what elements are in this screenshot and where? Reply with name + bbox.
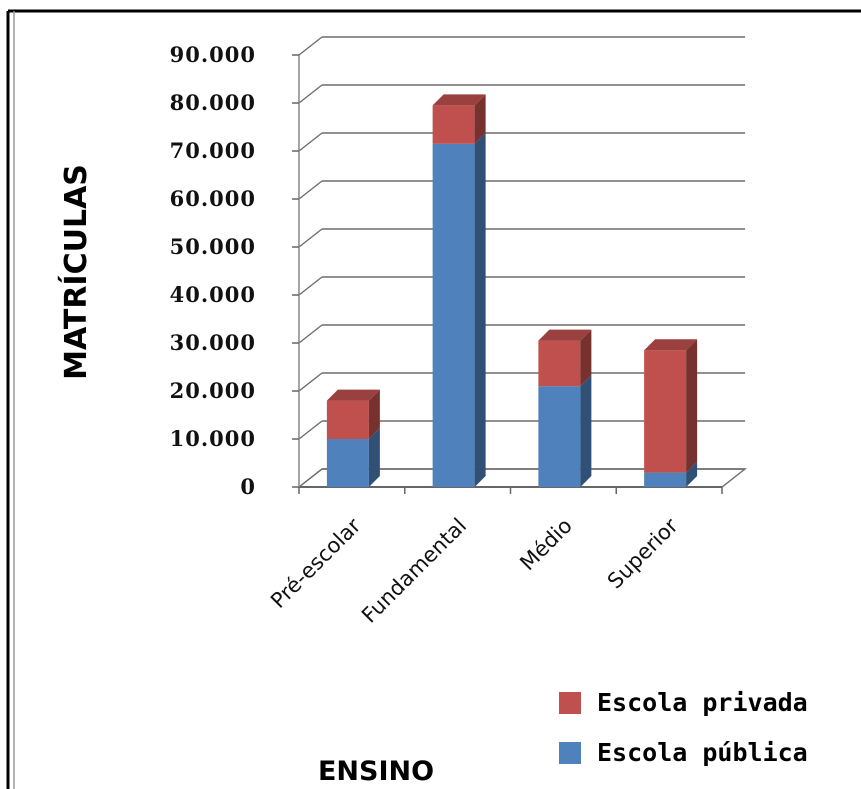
x-axis-title: ENSINO bbox=[318, 756, 434, 787]
gridline-diagonal bbox=[298, 276, 323, 296]
gridline-diagonal bbox=[298, 84, 323, 104]
y-axis-title: MATRÍCULAS bbox=[58, 164, 94, 380]
gridline-diagonal bbox=[298, 228, 323, 248]
gridline-diagonal bbox=[298, 180, 323, 200]
bar-front bbox=[644, 472, 687, 487]
bar-side bbox=[580, 375, 592, 487]
gridline-diagonal bbox=[298, 324, 323, 344]
gridline-diagonal bbox=[298, 36, 323, 56]
bar-side bbox=[474, 94, 486, 144]
y-tick-label: 50.000 bbox=[170, 234, 256, 259]
legend-swatch bbox=[559, 742, 581, 764]
y-tick-label: 70.000 bbox=[170, 138, 256, 163]
bar-front bbox=[326, 439, 369, 487]
bar-side bbox=[474, 132, 486, 488]
bar-side bbox=[686, 461, 698, 487]
y-tick-label: 40.000 bbox=[170, 282, 256, 307]
bar-side bbox=[368, 389, 380, 439]
legend-swatch bbox=[559, 692, 581, 714]
bar-side bbox=[368, 428, 380, 487]
bar-segment bbox=[432, 94, 486, 144]
legend-label: Escola pública bbox=[597, 738, 808, 767]
bar-segment bbox=[538, 329, 592, 387]
bar-segment bbox=[432, 132, 486, 488]
y-tick-labels: 0 10.000 20.000 30.000 40.000 50.000 60.000 70.… bbox=[170, 42, 256, 499]
y-tick-label: 20.000 bbox=[170, 378, 256, 403]
gridline-diagonal bbox=[298, 372, 323, 392]
bar-segment bbox=[538, 375, 592, 487]
y-tick-label: 80.000 bbox=[170, 90, 256, 115]
bars bbox=[326, 94, 698, 488]
bar-front bbox=[644, 350, 687, 473]
y-tick-label: 60.000 bbox=[170, 186, 256, 211]
bar-segment bbox=[644, 461, 698, 487]
x-category-label: Fundamental bbox=[357, 514, 471, 628]
bar-segment bbox=[326, 428, 380, 487]
gridline-diagonal bbox=[298, 132, 323, 152]
x-category-label: Superior bbox=[603, 513, 683, 593]
y-tick-label: 30.000 bbox=[170, 330, 256, 355]
bar-side bbox=[580, 329, 592, 387]
x-category-label: Pré-escolar bbox=[266, 513, 366, 613]
bar-segment bbox=[644, 339, 698, 473]
bar-top bbox=[432, 94, 486, 106]
legend-label: Escola privada bbox=[597, 688, 808, 717]
y-tick-label: 0 bbox=[240, 474, 256, 499]
bar-front bbox=[432, 143, 475, 488]
bar-front bbox=[538, 386, 581, 487]
y-tick-label: 10.000 bbox=[170, 426, 256, 451]
bar-front bbox=[326, 400, 369, 439]
bar-side bbox=[686, 339, 698, 473]
bar-segment bbox=[326, 389, 380, 439]
bar-front bbox=[538, 340, 581, 387]
bar-top bbox=[538, 329, 592, 341]
bar-top bbox=[644, 339, 698, 351]
bar-top bbox=[326, 389, 380, 401]
x-category-label: Médio bbox=[515, 514, 577, 576]
gridline-diagonal bbox=[298, 420, 323, 440]
bar-front bbox=[432, 105, 475, 144]
legend: Escola privada Escola pública bbox=[559, 688, 808, 767]
y-tick-label: 90.000 bbox=[170, 42, 256, 67]
